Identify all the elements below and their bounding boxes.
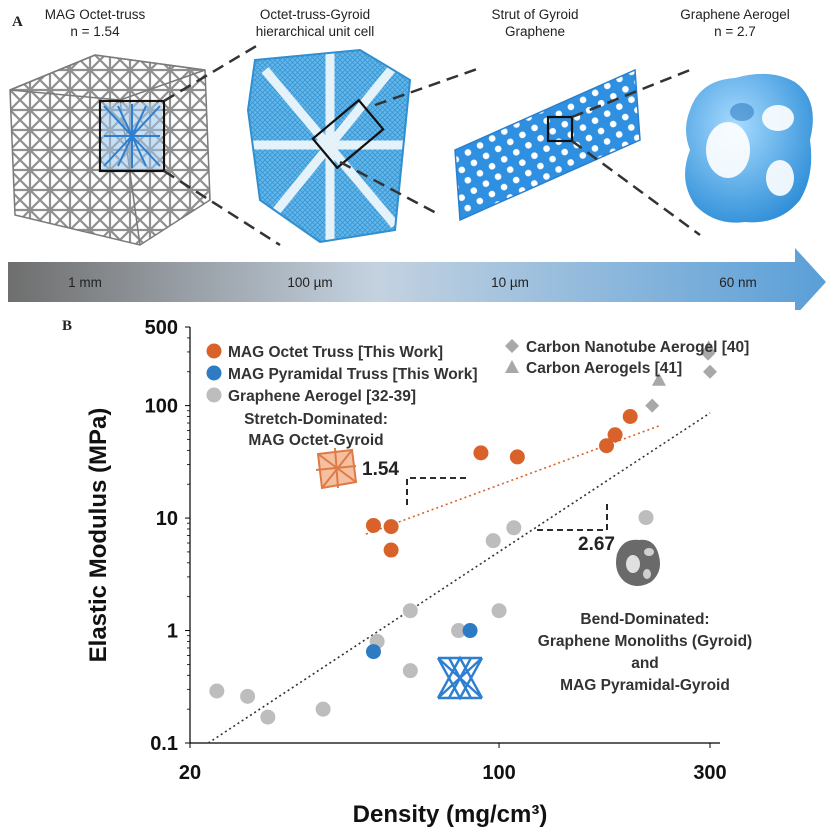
x-tick-label: 20 <box>179 762 201 784</box>
graphene-gyroid-icon <box>616 539 660 586</box>
data-point-graphene <box>402 663 418 679</box>
legend-marker-4 <box>505 360 519 373</box>
data-point-octet <box>509 449 525 465</box>
zoom-box-2 <box>311 98 385 170</box>
data-point-octet <box>473 445 489 461</box>
caption-gyroid-strut-line2: Graphene <box>504 24 566 39</box>
annotation-bend-title: Bend-Dominated: <box>580 611 709 628</box>
x-axis-label: Density (mg/cm³) <box>353 801 548 828</box>
annotation-stretch-title: Stretch-Dominated: <box>244 411 388 428</box>
data-point-graphene <box>506 520 522 536</box>
data-point-graphene <box>485 533 501 549</box>
data-point-cnt <box>703 364 717 379</box>
y-tick-label: 0.1 <box>150 733 178 755</box>
legend-entry-1: MAG Pyramidal Truss [This Work] <box>228 366 478 383</box>
length-scale-arrow <box>8 248 826 310</box>
data-point-octet <box>365 517 381 533</box>
slope-triangle-octet <box>406 477 468 505</box>
y-tick-label: 10 <box>156 508 178 530</box>
caption-unit-cell-line1: Octet-truss-Gyroid <box>259 7 371 22</box>
caption-octet-truss-line1: MAG Octet-truss <box>44 7 146 22</box>
zoom-box-3 <box>546 115 574 143</box>
y-axis-label: Elastic Modulus (MPa) <box>85 408 112 663</box>
legend-marker-1 <box>206 365 222 381</box>
x-tick-label: 300 <box>693 762 726 784</box>
data-point-octet <box>607 427 623 443</box>
data-point-graphene <box>638 510 654 526</box>
modulus-density-chart: 0.1 1 10 100 500 20 100 300 MAG Octet Truss [Th… <box>85 317 752 828</box>
data-point-carbon <box>701 340 716 354</box>
annotation-bend-line4: MAG Pyramidal-Gyroid <box>560 677 730 694</box>
graphene-aerogel-image <box>685 73 813 223</box>
slope-label-graphene: 2.67 <box>578 534 615 555</box>
caption-unit-cell: Octet-truss-Gyroid hierarchical unit cel… <box>225 6 405 40</box>
caption-gyroid-strut: Strut of Gyroid Graphene <box>460 6 610 40</box>
y-tick-label: 100 <box>145 396 178 418</box>
caption-gyroid-strut-line1: Strut of Gyroid <box>491 7 579 22</box>
highlighted-unit-cell <box>98 99 166 173</box>
caption-unit-cell-line2: hierarchical unit cell <box>255 24 375 39</box>
data-point-cnt <box>645 398 660 413</box>
panel-a-illustrations <box>8 43 826 310</box>
graphene-fit-line <box>207 412 711 744</box>
data-point-graphene <box>209 683 225 699</box>
data-point-octet <box>622 409 638 425</box>
data-point-graphene <box>260 709 276 725</box>
data-point-graphene <box>451 623 467 639</box>
annotation-bend-line2: Graphene Monoliths (Gyroid) <box>538 633 752 650</box>
data-point-octet <box>599 438 615 454</box>
legend-entry-4: Carbon Aerogels [41] <box>526 360 682 377</box>
x-tick-label: 100 <box>482 762 515 784</box>
data-point-graphene <box>402 603 418 619</box>
caption-graphene-aerogel-line2: n = 2.7 <box>714 24 756 39</box>
caption-graphene-aerogel: Graphene Aerogel n = 2.7 <box>660 6 810 40</box>
data-point-pyramidal <box>462 623 478 639</box>
caption-octet-truss: MAG Octet-truss n = 1.54 <box>20 6 170 40</box>
slope-triangle-graphene <box>537 500 608 531</box>
scale-label-10um: 10 µm <box>491 275 529 290</box>
caption-octet-truss-line2: n = 1.54 <box>70 24 120 39</box>
data-point-graphene <box>315 701 331 717</box>
data-point-carbon <box>651 372 666 386</box>
legend-marker-0 <box>206 343 222 359</box>
data-point-octet <box>383 519 399 535</box>
data-point-graphene <box>491 603 507 619</box>
caption-graphene-aerogel-line1: Graphene Aerogel <box>680 7 790 22</box>
legend-marker-3 <box>505 339 519 353</box>
annotation-bend-line3: and <box>631 655 659 672</box>
slope-label-octet: 1.54 <box>362 459 399 480</box>
panel-a-letter: A <box>12 14 23 30</box>
legend-marker-2 <box>206 387 222 403</box>
data-point-pyramidal <box>365 644 381 660</box>
data-point-octet <box>383 542 399 558</box>
data-point-graphene <box>240 688 256 704</box>
panel-b-letter: B <box>62 318 73 334</box>
annotation-stretch-subtitle: MAG Octet-Gyroid <box>248 432 383 449</box>
pyramidal-gyroid-icon <box>436 655 484 701</box>
scale-label-1mm: 1 mm <box>68 275 102 290</box>
legend-entry-2: Graphene Aerogel [32-39] <box>228 388 416 405</box>
y-tick-label: 500 <box>145 317 178 339</box>
zoom-box-1 <box>98 99 166 173</box>
unit-cell-image <box>246 48 412 244</box>
scale-label-100um: 100 µm <box>287 275 333 290</box>
y-tick-label: 1 <box>167 621 178 643</box>
gyroid-strut-image <box>454 68 641 222</box>
scale-label-60nm: 60 nm <box>719 275 757 290</box>
legend-entry-0: MAG Octet Truss [This Work] <box>228 344 443 361</box>
legend-entry-3: Carbon Nanotube Aerogel [40] <box>526 339 749 356</box>
octet-gyroid-icon <box>315 447 358 490</box>
octet-truss-lattice-image <box>9 54 211 246</box>
